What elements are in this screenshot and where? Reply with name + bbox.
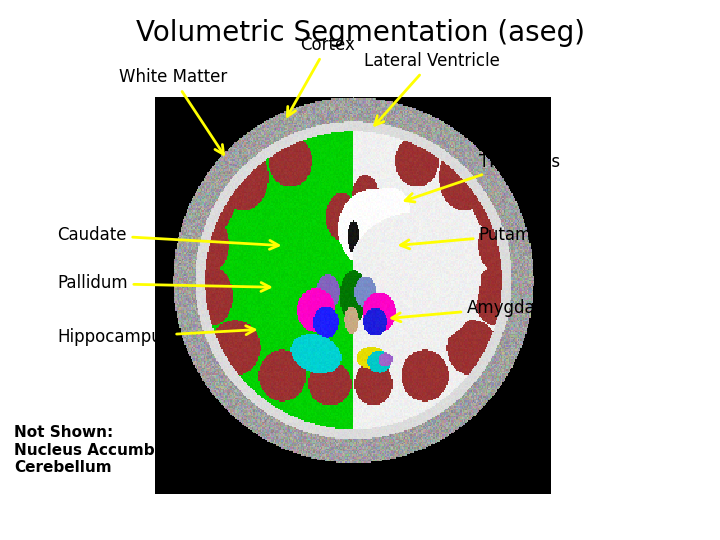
Text: Pallidum: Pallidum	[58, 274, 270, 293]
Text: Caudate: Caudate	[58, 226, 279, 249]
Text: Thalamus: Thalamus	[405, 153, 560, 202]
Text: Not Shown:
Nucleus Accumbens
Cerebellum: Not Shown: Nucleus Accumbens Cerebellum	[14, 426, 185, 475]
Text: Putamen: Putamen	[400, 226, 553, 249]
Text: Volumetric Segmentation (aseg): Volumetric Segmentation (aseg)	[135, 19, 585, 47]
Text: Amygdala: Amygdala	[392, 299, 550, 322]
Text: Lateral Ventricle: Lateral Ventricle	[364, 52, 500, 125]
Text: Hippocampus: Hippocampus	[58, 326, 255, 347]
Text: White Matter: White Matter	[119, 69, 227, 154]
Text: Cortex: Cortex	[287, 36, 355, 117]
